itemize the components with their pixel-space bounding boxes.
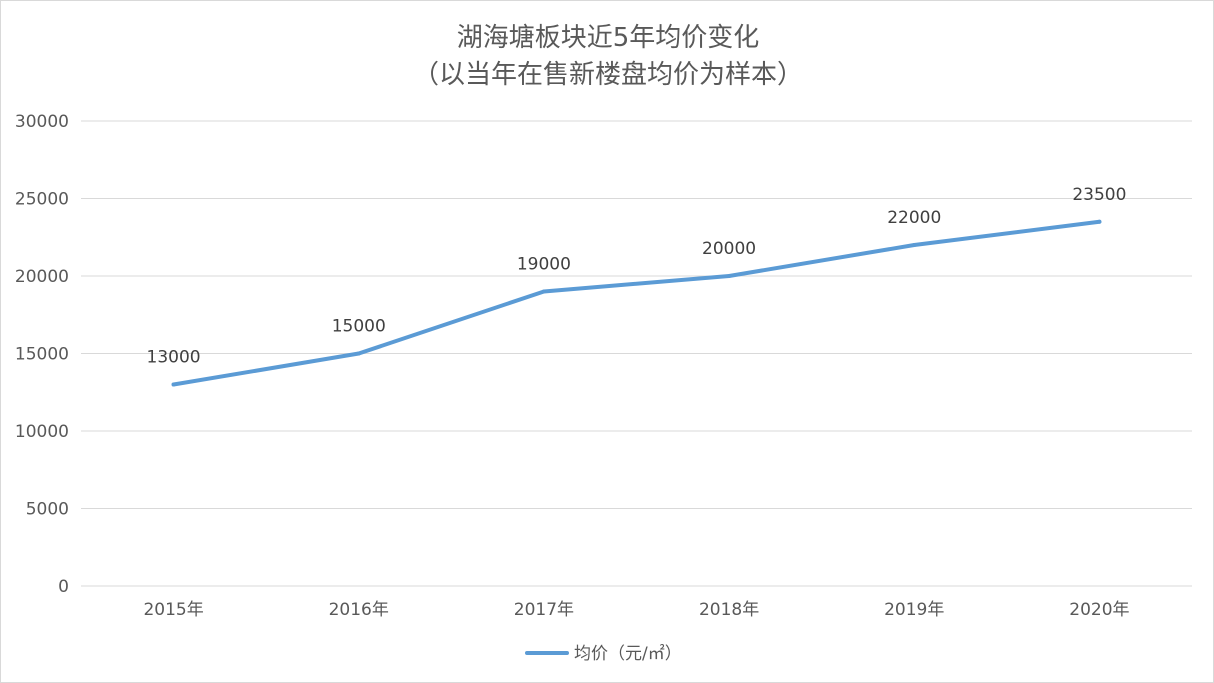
x-tick-label: 2018年: [699, 600, 759, 620]
data-labels: 13000 15000 19000 20000 22000 23500: [147, 185, 1127, 368]
data-point: [171, 382, 176, 387]
legend-label: 均价（元/㎡）: [574, 644, 682, 664]
data-point: [1097, 219, 1102, 224]
data-label: 22000: [887, 208, 941, 228]
chart-title-line-1: 湖海塘板块近5年均价变化: [457, 23, 760, 53]
chart-title-line-2: （以当年在售新楼盘均价为样本）: [413, 60, 803, 90]
data-label: 23500: [1072, 185, 1126, 205]
x-tick-label: 2015年: [143, 600, 203, 620]
x-tick-label: 2019年: [884, 600, 944, 620]
data-label: 20000: [702, 239, 756, 259]
y-tick-label: 30000: [15, 112, 69, 132]
x-tick-label: 2016年: [329, 600, 389, 620]
y-tick-label: 25000: [15, 190, 69, 210]
y-tick-label: 5000: [26, 500, 69, 520]
data-label: 19000: [517, 255, 571, 275]
x-tick-label: 2017年: [514, 600, 574, 620]
y-axis-tick-labels: 0 5000 10000 15000 20000 25000 30000: [15, 112, 69, 597]
data-point: [356, 351, 361, 356]
data-label: 15000: [332, 317, 386, 337]
x-tick-label: 2020年: [1069, 600, 1129, 620]
series-line: [171, 219, 1102, 387]
data-point: [912, 243, 917, 247]
gridlines: [81, 120, 1192, 587]
y-tick-label: 0: [58, 577, 69, 597]
y-tick-label: 15000: [15, 345, 69, 365]
y-tick-label: 10000: [15, 422, 69, 442]
data-label: 13000: [147, 348, 201, 368]
data-point: [541, 289, 546, 294]
data-point: [727, 274, 732, 278]
y-tick-label: 20000: [15, 267, 69, 287]
series-lines: [171, 219, 1102, 387]
legend: 均价（元/㎡）: [525, 644, 682, 664]
x-axis-tick-labels: 2015年 2016年 2017年 2018年 2019年 2020年: [143, 600, 1129, 620]
